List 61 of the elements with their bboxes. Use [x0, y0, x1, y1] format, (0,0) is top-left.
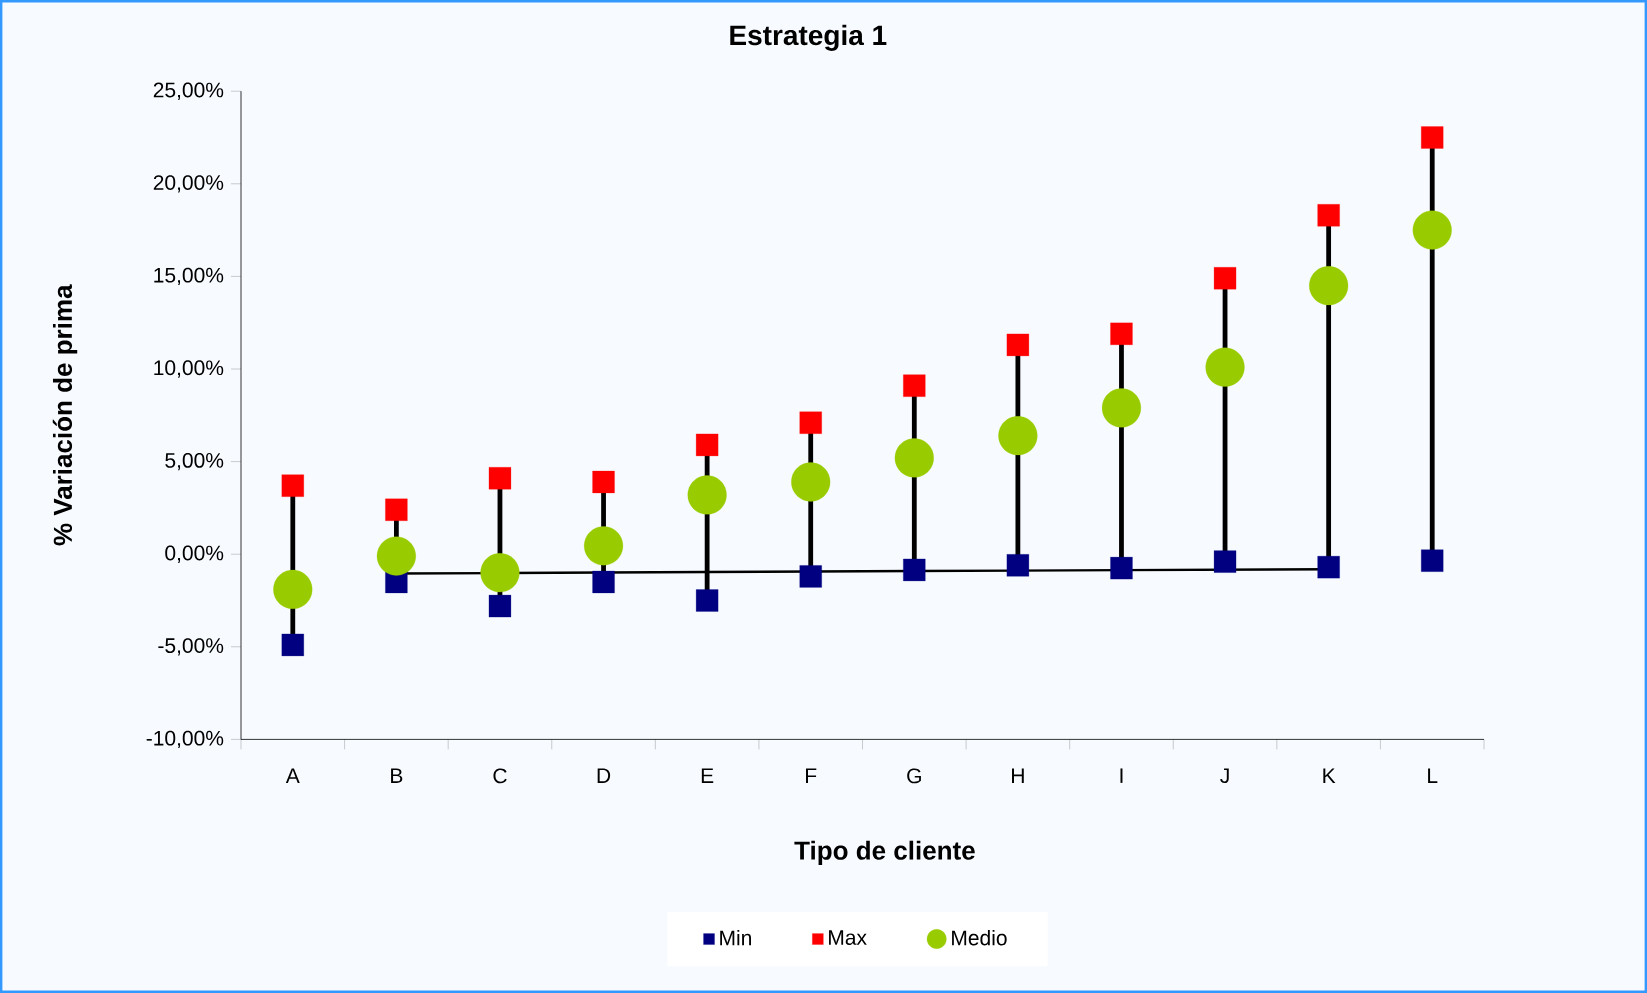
point	[791, 462, 831, 502]
x-tick-label: F	[806, 768, 817, 783]
point	[1213, 550, 1237, 573]
x-tick-label: L	[1428, 768, 1438, 783]
point	[1006, 333, 1029, 357]
legend-label: Min	[720, 929, 751, 946]
point	[488, 467, 512, 490]
y-tick-label: 0,00%	[165, 545, 224, 563]
point	[687, 475, 727, 515]
point	[696, 433, 719, 457]
point	[1412, 210, 1452, 250]
chart-title: Estrategia 1	[730, 24, 887, 51]
point	[592, 470, 615, 494]
point	[1006, 554, 1029, 577]
point	[480, 553, 520, 593]
x-tick-label: I	[1120, 768, 1123, 783]
point	[903, 374, 926, 397]
point	[592, 570, 615, 594]
y-tick-label: -5,00%	[158, 638, 224, 656]
legend-label: Max	[829, 930, 867, 945]
point	[273, 569, 313, 609]
x-tick-label: D	[597, 768, 611, 783]
point	[894, 438, 934, 478]
point	[1317, 204, 1340, 227]
point	[385, 498, 408, 521]
point	[1110, 556, 1133, 580]
point	[1421, 549, 1444, 572]
point	[1309, 266, 1349, 306]
point	[799, 411, 822, 434]
point	[376, 536, 416, 576]
point	[1317, 556, 1340, 579]
y-axis-title: % Variación de prima	[52, 284, 78, 546]
x-axis-title: Tipo de cliente	[794, 840, 975, 865]
point	[799, 565, 822, 588]
point	[903, 558, 926, 582]
point	[696, 589, 719, 612]
point	[281, 474, 304, 497]
x-tick-label: A	[285, 768, 300, 783]
point	[1110, 322, 1133, 345]
y-tick-label: 10,00%	[154, 360, 224, 378]
y-tick-label: -10,00%	[146, 730, 224, 749]
point	[488, 594, 512, 618]
point	[1421, 126, 1444, 149]
point	[281, 633, 304, 657]
y-tick-label: 5,00%	[165, 452, 224, 471]
point	[998, 416, 1038, 456]
x-tick-label: G	[907, 768, 921, 784]
y-tick-label: 20,00%	[153, 175, 224, 193]
y-tick-label: 25,00%	[153, 82, 224, 100]
x-tick-label: J	[1220, 768, 1229, 784]
point	[1213, 267, 1237, 290]
x-tick-label: E	[701, 768, 714, 783]
point	[1205, 347, 1245, 387]
x-tick-label: K	[1323, 768, 1336, 783]
x-tick-label: C	[493, 768, 507, 784]
legend-label: Medio	[952, 929, 1007, 946]
x-tick-label: B	[391, 768, 403, 783]
x-tick-label: H	[1012, 768, 1024, 783]
point	[1101, 388, 1141, 428]
point	[584, 526, 624, 566]
y-tick-label: 15,00%	[154, 267, 224, 286]
